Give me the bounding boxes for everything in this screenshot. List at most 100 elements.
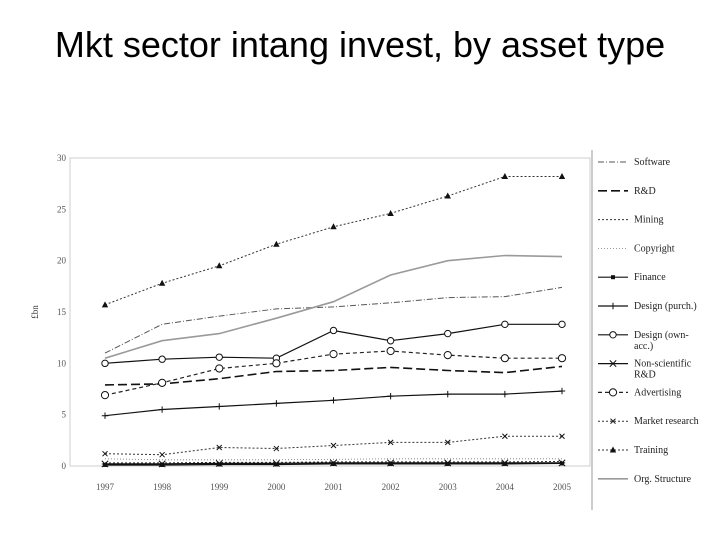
legend-item: Training xyxy=(598,445,668,456)
y-axis: 0 5 10 15 20 25 30 £bn xyxy=(30,153,67,471)
series-layer xyxy=(100,172,567,468)
legend-label: Advertising xyxy=(634,387,681,398)
data-point xyxy=(387,209,394,216)
data-point xyxy=(387,439,394,446)
data-point xyxy=(273,400,280,407)
series-org-structure xyxy=(104,254,563,359)
series-training xyxy=(101,172,566,308)
data-point xyxy=(272,359,281,368)
data-point xyxy=(558,459,566,467)
data-point xyxy=(502,461,507,466)
legend-label: Org. Structure xyxy=(634,474,692,485)
legend-marker xyxy=(608,388,618,397)
x-tick-label: 2003 xyxy=(439,482,458,492)
data-point xyxy=(216,262,223,269)
data-point xyxy=(444,459,452,467)
data-point xyxy=(217,462,222,467)
data-point xyxy=(558,320,566,329)
data-point xyxy=(158,406,166,413)
legend-label: Mining xyxy=(634,215,663,226)
series-line xyxy=(104,176,562,306)
y-tick-label: 10 xyxy=(57,358,67,368)
data-point xyxy=(501,390,509,398)
x-axis: 1997 1998 1999 2000 2001 2002 2003 2004 2005 xyxy=(96,482,572,492)
data-point xyxy=(330,442,337,449)
series-line xyxy=(104,365,563,386)
legend-item: Advertising xyxy=(598,387,681,398)
legend-label: Non-scientific xyxy=(634,359,692,370)
data-point xyxy=(444,192,451,199)
data-point xyxy=(159,451,165,458)
legend-item: Design (purch.) xyxy=(598,301,697,312)
legend-label: R&D xyxy=(634,186,656,197)
data-point xyxy=(445,461,450,466)
data-point xyxy=(273,445,280,452)
data-point xyxy=(100,391,110,400)
legend-label: Finance xyxy=(634,272,666,283)
data-point xyxy=(501,320,509,329)
series-software xyxy=(104,286,563,354)
y-tick-label: 30 xyxy=(57,153,67,163)
series-market-research xyxy=(102,433,565,458)
x-tick-label: 2004 xyxy=(496,482,515,492)
data-point xyxy=(386,337,395,345)
series-advertising xyxy=(100,346,567,400)
x-tick-label: 2000 xyxy=(267,482,286,492)
plot-area-border xyxy=(69,157,591,467)
legend-label: Copyright xyxy=(634,243,675,254)
data-point xyxy=(444,390,451,398)
legend-item: Software xyxy=(598,157,671,168)
data-point xyxy=(558,387,566,395)
legend-item: Mining xyxy=(598,215,663,226)
data-point xyxy=(444,329,452,338)
data-point xyxy=(103,462,107,467)
data-point xyxy=(101,359,109,368)
data-point xyxy=(388,461,393,466)
legend-item: Org. Structure xyxy=(598,474,692,485)
series-line xyxy=(104,254,563,359)
y-tick-label: 15 xyxy=(57,307,67,317)
legend: Software R&D Mining Copyright Finance Design … xyxy=(598,157,699,485)
data-point xyxy=(501,459,509,467)
data-point xyxy=(216,444,223,451)
data-point xyxy=(158,355,166,363)
y-tick-label: 20 xyxy=(57,256,67,266)
legend-label: acc.) xyxy=(634,341,653,352)
series-design-own-acc xyxy=(101,320,566,368)
data-point xyxy=(101,301,109,308)
y-tick-label: 25 xyxy=(57,204,67,214)
data-point xyxy=(330,223,337,230)
series-design-purch xyxy=(101,387,566,419)
data-point xyxy=(216,403,223,410)
legend-item: Copyright xyxy=(598,243,675,254)
legend-item: Design (own-acc.) xyxy=(598,330,689,352)
x-tick-label: 1997 xyxy=(96,482,115,492)
data-point xyxy=(331,461,336,466)
legend-label: Design (purch.) xyxy=(634,301,697,312)
legend-item: Finance xyxy=(598,272,666,283)
y-tick-label: 0 xyxy=(62,461,67,471)
legend-label: R&D xyxy=(634,370,656,381)
legend-label: Software xyxy=(634,157,671,168)
series-copyright xyxy=(104,458,562,461)
data-point xyxy=(102,450,108,457)
slide-title: Mkt sector intang invest, by asset type xyxy=(54,24,666,65)
data-point xyxy=(501,172,509,179)
data-point xyxy=(558,172,566,179)
legend-label: Market research xyxy=(634,416,699,427)
series-non-scientific-r-d xyxy=(101,459,566,468)
legend-marker xyxy=(609,360,617,368)
data-point xyxy=(329,459,338,467)
data-point xyxy=(557,354,567,363)
data-point xyxy=(101,412,109,419)
legend-marker xyxy=(609,302,617,310)
series-mining xyxy=(105,460,563,464)
series-r-d xyxy=(104,365,563,386)
data-point xyxy=(272,459,280,467)
data-point xyxy=(330,397,337,404)
x-tick-label: 1999 xyxy=(210,482,229,492)
series-line xyxy=(104,458,562,461)
x-tick-label: 1998 xyxy=(153,482,172,492)
legend-marker xyxy=(611,275,615,280)
